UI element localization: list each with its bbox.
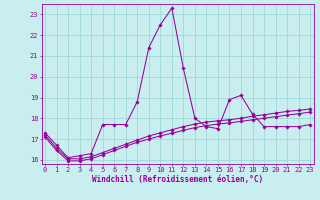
X-axis label: Windchill (Refroidissement éolien,°C): Windchill (Refroidissement éolien,°C) (92, 175, 263, 184)
